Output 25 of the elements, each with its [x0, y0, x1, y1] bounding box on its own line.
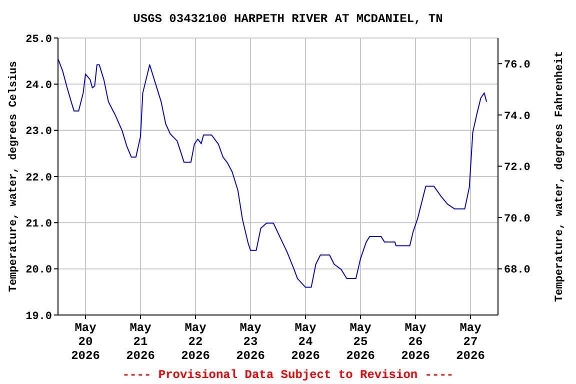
y-tick-label: 23.0 — [26, 126, 52, 138]
y2-tick-label: 72.0 — [504, 162, 530, 174]
x-tick-label: May 22 2026 — [181, 321, 210, 363]
chart-title: USGS 03432100 HARPETH RIVER AT MCDANIEL, TN — [132, 12, 444, 26]
y-tick-label: 22.0 — [26, 172, 52, 184]
y-tick-label: 24.0 — [26, 80, 52, 92]
y-tick-label: 25.0 — [26, 34, 52, 46]
line-series — [58, 58, 488, 288]
y2-tick-label: 70.0 — [504, 213, 530, 226]
y-tick-label: 19.0 — [26, 310, 52, 323]
y-tick-label: 21.0 — [26, 218, 52, 231]
y2-tick-label: 68.0 — [504, 264, 530, 277]
y-tick-label: 20.0 — [26, 264, 52, 277]
y-axis-title: Temperature, water, degrees Celsius — [8, 60, 20, 292]
x-tick-label: May 26 2026 — [401, 321, 430, 363]
x-tick-label: May 24 2026 — [291, 321, 320, 363]
x-tick-label: May 27 2026 — [456, 321, 485, 363]
text: ---- Provisional Data Subject to Revision ---- — [121, 368, 455, 382]
y2-axis-title: Temperature, water, degrees Fahrenheit — [554, 51, 566, 302]
x-tick-label: May 20 2026 — [71, 321, 100, 363]
x-tick-label: May 21 2026 — [126, 321, 155, 363]
y2-tick-label: 76.0 — [504, 60, 530, 72]
x-tick-label: May 25 2026 — [346, 321, 375, 363]
x-tick-label: May 23 2026 — [236, 321, 265, 363]
y2-tick-label: 74.0 — [504, 110, 530, 123]
